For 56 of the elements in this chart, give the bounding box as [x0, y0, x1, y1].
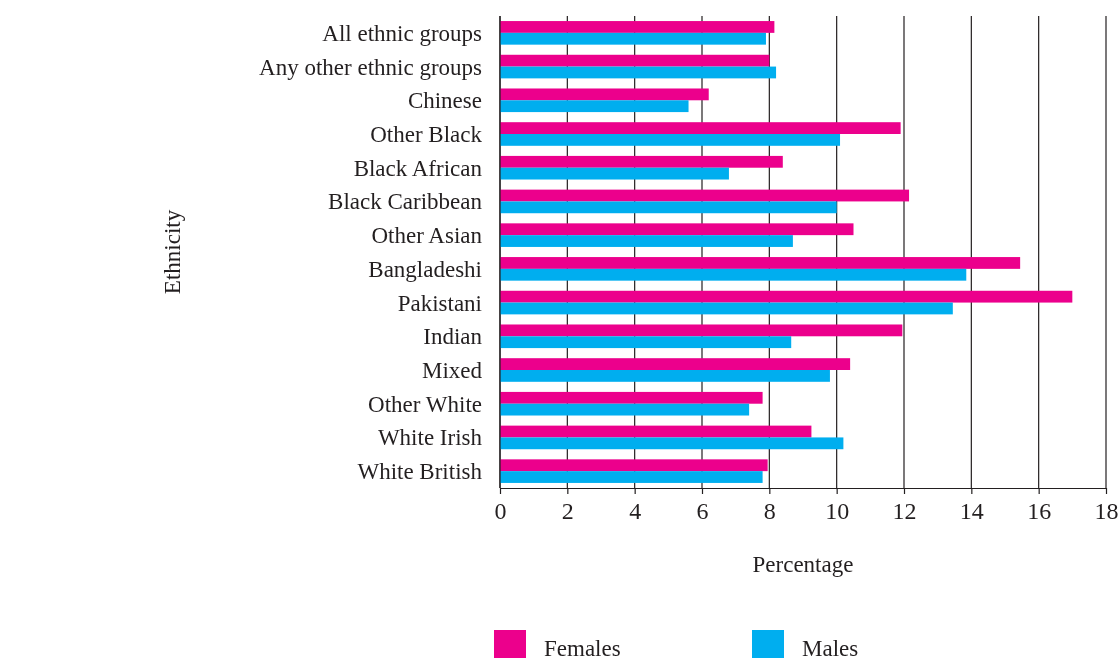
bar	[500, 370, 830, 382]
bar	[500, 471, 763, 483]
y-tick-label: Other White	[368, 391, 482, 417]
y-tick-label: White Irish	[377, 425, 483, 451]
y-tick-label: Black Caribbean	[328, 189, 483, 215]
x-tick-label: 12	[892, 497, 917, 524]
bar	[500, 324, 903, 337]
y-axis-title: Ethnicity	[160, 209, 185, 295]
x-tick-label: 0	[494, 497, 507, 524]
y-tick-label: White British	[357, 459, 483, 485]
x-tick-label: 18	[1094, 497, 1119, 524]
x-tick-label: 10	[825, 497, 850, 524]
x-axis-title: Percentage	[752, 552, 854, 577]
bar	[500, 189, 910, 202]
bar	[500, 201, 837, 214]
bar	[500, 336, 792, 349]
bar	[500, 235, 793, 247]
y-tick-label: All ethnic groups	[322, 20, 483, 46]
bar	[500, 155, 783, 168]
y-tick-label: Mixed	[421, 358, 483, 384]
bar	[500, 302, 953, 315]
x-tick-label: 4	[629, 497, 642, 524]
bar	[500, 459, 768, 472]
bar	[500, 66, 777, 79]
y-tick-label: Other Black	[370, 122, 483, 148]
bar	[500, 21, 775, 33]
bar	[500, 223, 854, 236]
y-tick-label: Chinese	[407, 88, 482, 114]
bar	[500, 425, 812, 438]
bar	[500, 268, 967, 281]
bar	[500, 100, 689, 113]
bar	[500, 437, 844, 450]
y-tick-label: Pakistani	[397, 290, 482, 316]
bar	[500, 290, 1073, 303]
bar	[500, 391, 763, 404]
bar	[500, 403, 750, 416]
y-tick-label: Any other ethnic groups	[259, 54, 483, 80]
bar	[500, 134, 841, 146]
bar	[500, 257, 1021, 269]
y-tick-label: Other Asian	[371, 223, 483, 249]
y-tick-label: Bangladeshi	[368, 256, 482, 282]
x-tick-label: 14	[959, 497, 984, 524]
x-tick-label: 16	[1027, 497, 1052, 524]
bar	[500, 122, 901, 134]
x-tick-label: 8	[763, 497, 776, 524]
bar	[500, 167, 729, 180]
legend-label: Males	[802, 636, 859, 658]
y-tick-label: Indian	[423, 324, 483, 350]
bar	[500, 54, 770, 67]
bar	[500, 358, 851, 370]
y-tick-label: Black African	[353, 155, 483, 181]
bar	[500, 32, 766, 45]
x-tick-label: 6	[696, 497, 709, 524]
legend-label: Females	[544, 636, 621, 658]
bar	[500, 88, 709, 101]
x-tick-label: 2	[561, 497, 574, 524]
